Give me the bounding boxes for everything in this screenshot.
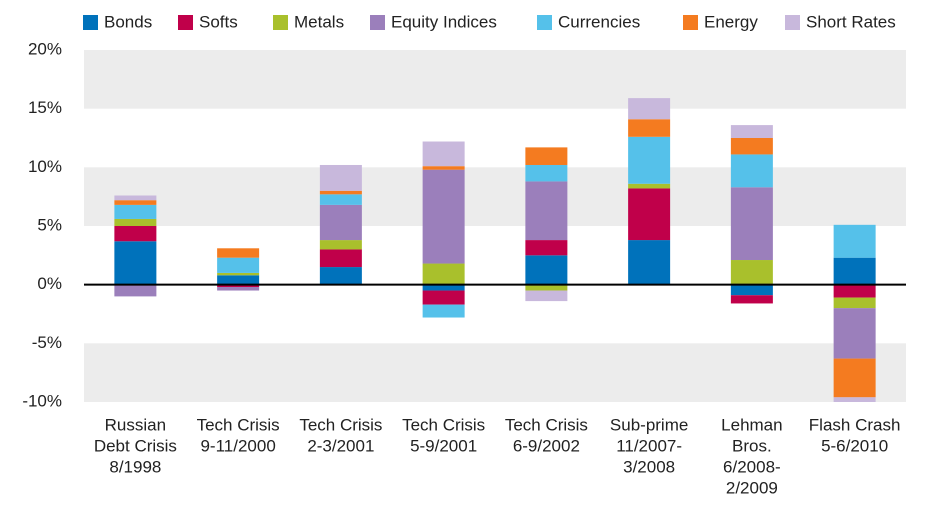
bar-segment	[833, 397, 876, 402]
x-tick-label: Sub-prime	[610, 415, 688, 434]
bar-segment	[319, 249, 362, 268]
bar-segment	[319, 194, 362, 205]
legend-label: Equity Indices	[391, 12, 497, 31]
bar-segment	[319, 204, 362, 241]
x-tick-label: 6/2008-	[723, 457, 781, 476]
bar-segment	[319, 164, 362, 191]
x-tick-label: Russian	[105, 415, 166, 434]
x-tick-label: 3/2008	[623, 457, 675, 476]
legend-swatch	[83, 15, 98, 30]
legend-swatch	[683, 15, 698, 30]
y-tick-label: 20%	[28, 39, 62, 58]
bar-segment	[628, 183, 671, 189]
x-tick-label: 11/2007-	[616, 436, 682, 455]
band	[84, 167, 906, 226]
x-tick-label: 8/1998	[109, 457, 161, 476]
bar-segment	[730, 260, 773, 285]
y-tick-label: 10%	[28, 157, 62, 176]
x-tick-label: Bros.	[732, 436, 772, 455]
x-tick-label: 5-9/2001	[410, 436, 477, 455]
x-tick-label: Tech Crisis	[197, 415, 280, 434]
x-tick-label: Tech Crisis	[505, 415, 588, 434]
x-tick-label: 6-9/2002	[513, 436, 580, 455]
bar-segment	[525, 284, 568, 291]
bar-segment	[833, 297, 876, 309]
y-tick-label: -5%	[32, 333, 62, 352]
bar-segment	[525, 147, 568, 165]
bar-segment	[833, 308, 876, 359]
legend-swatch	[178, 15, 193, 30]
y-tick-label: 5%	[37, 215, 62, 234]
bar-segment	[525, 181, 568, 241]
bar-segment	[217, 272, 260, 276]
legend-label: Currencies	[558, 12, 640, 31]
bar-segment	[628, 136, 671, 184]
x-tick-label: Lehman	[721, 415, 782, 434]
bar-segment	[114, 204, 157, 219]
x-tick-label: Tech Crisis	[402, 415, 485, 434]
legend-swatch	[785, 15, 800, 30]
bar-segment	[319, 267, 362, 285]
bar-segment	[114, 226, 157, 242]
y-tick-label: 15%	[28, 98, 62, 117]
bar-segment	[422, 263, 465, 285]
legend-label: Short Rates	[806, 12, 896, 31]
x-tick-label: Flash Crash	[809, 415, 901, 434]
legend-label: Bonds	[104, 12, 152, 31]
bar-segment	[217, 275, 260, 285]
bar-segment	[833, 284, 876, 298]
bar-segment	[217, 284, 260, 288]
x-tick-label: 9-11/2000	[200, 436, 275, 455]
bar-segment	[422, 169, 465, 264]
legend-label: Metals	[294, 12, 344, 31]
bar-segment	[422, 290, 465, 305]
bar-segment	[833, 257, 876, 285]
legend-label: Energy	[704, 12, 758, 31]
bar-segment	[525, 290, 568, 302]
bar-segment	[422, 141, 465, 167]
bar-segment	[525, 240, 568, 256]
bar-segment	[833, 224, 876, 258]
x-tick-label: 2-3/2001	[307, 436, 374, 455]
bar-segment	[114, 241, 157, 285]
bar-segment	[833, 358, 876, 398]
legend-label: Softs	[199, 12, 238, 31]
bar-segment	[525, 255, 568, 285]
bar-segment	[217, 248, 260, 258]
bar-segment	[114, 200, 157, 205]
bar-segment	[114, 284, 157, 297]
x-tick-label: 5-6/2010	[821, 436, 888, 455]
band	[84, 343, 906, 402]
legend-swatch	[273, 15, 288, 30]
legend-swatch	[537, 15, 552, 30]
y-tick-label: 0%	[37, 274, 62, 293]
bar-segment	[422, 284, 465, 291]
y-tick-label: -10%	[22, 391, 62, 410]
band	[84, 50, 906, 109]
x-tick-label: 2/2009	[726, 478, 778, 497]
bar-segment	[730, 284, 773, 296]
bar-segment	[422, 304, 465, 318]
bar-segment	[628, 188, 671, 241]
bar-segment	[217, 287, 260, 291]
x-tick-label: Debt Crisis	[94, 436, 177, 455]
bar-segment	[730, 125, 773, 138]
bar-segment	[730, 138, 773, 155]
bar-segment	[114, 218, 157, 226]
bar-segment	[730, 154, 773, 188]
bar-segment	[217, 257, 260, 273]
bar-segment	[422, 166, 465, 170]
legend-swatch	[370, 15, 385, 30]
bar-segment	[114, 195, 157, 201]
bar-segment	[525, 164, 568, 182]
bar-segment	[628, 240, 671, 285]
bar-segment	[628, 98, 671, 120]
bar-segment	[628, 119, 671, 137]
bar-segment	[730, 187, 773, 261]
bar-segment	[319, 190, 362, 195]
bar-segment	[730, 295, 773, 304]
bar-segment	[319, 240, 362, 250]
x-tick-label: Tech Crisis	[299, 415, 382, 434]
